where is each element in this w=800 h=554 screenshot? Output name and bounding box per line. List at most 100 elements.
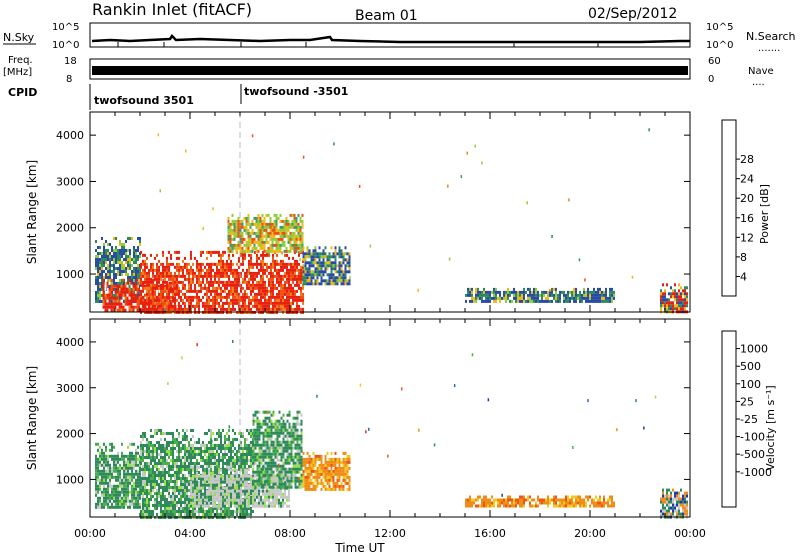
heatmap-cell: [290, 304, 292, 308]
heatmap-cell: [262, 262, 264, 266]
heatmap-cell: [573, 290, 575, 294]
heatmap-cell: [188, 447, 190, 450]
heatmap-cell: [103, 496, 105, 500]
heatmap-cell: [214, 262, 216, 266]
heatmap-cell: [172, 489, 174, 492]
heatmap-cell: [178, 477, 180, 480]
heatmap-cell: [204, 447, 206, 450]
heatmap-cell: [210, 444, 212, 447]
heatmap-cell: [178, 262, 180, 266]
heatmap-cell: [257, 216, 260, 220]
heatmap-cell: [216, 271, 218, 275]
heatmap-cell: [200, 450, 202, 453]
heatmap-cell: [220, 486, 222, 489]
heatmap-cell: [188, 441, 190, 444]
heatmap-cell: [591, 296, 593, 300]
heatmap-cell: [156, 295, 158, 299]
heatmap-cell: [297, 243, 300, 247]
heatmap-cell: [294, 259, 296, 263]
heatmap-cell: [224, 268, 226, 272]
heatmap-cell: [244, 280, 246, 284]
heatmap-cell: [109, 475, 111, 479]
heatmap-cell: [344, 270, 347, 274]
heatmap-cell: [230, 280, 232, 284]
heatmap-cell: [210, 274, 212, 278]
heatmap-cell: [676, 298, 678, 302]
heatmap-cell: [233, 225, 236, 229]
colorbar-frame: [721, 119, 737, 297]
heatmap-cell: [120, 302, 123, 306]
heatmap-cell: [180, 265, 182, 269]
heatmap-cell: [257, 240, 260, 244]
heatmap-cell: [234, 432, 236, 435]
heatmap-cell: [176, 465, 178, 468]
heatmap-cell: [210, 435, 212, 438]
heatmap-cell: [110, 284, 113, 288]
heatmap-cell: [95, 487, 97, 491]
heatmap-cell: [245, 243, 248, 247]
heatmap-cell: [168, 289, 170, 293]
heatmap-cell: [244, 504, 246, 507]
heatmap-cell: [124, 299, 127, 303]
heatmap-cell: [483, 299, 485, 303]
heatmap-cell: [115, 237, 117, 240]
heatmap-cell: [298, 271, 300, 275]
heatmap-cell: [107, 267, 109, 270]
heatmap-cell: [178, 289, 180, 293]
heatmap-cell: [188, 265, 190, 269]
freq-tick-bottom: 8: [66, 74, 72, 85]
heatmap-cell: [609, 290, 611, 294]
heatmap-cell: [238, 510, 240, 513]
heatmap-cell: [260, 289, 262, 293]
heatmap-cell: [248, 283, 250, 287]
heatmap-cell: [242, 507, 244, 510]
heatmap-cell: [244, 459, 246, 462]
heatmap-cell: [184, 453, 186, 456]
heatmap-cell: [284, 292, 286, 296]
heatmap-cell: [130, 284, 133, 288]
heatmap-cell: [252, 277, 254, 281]
heatmap-cell: [239, 219, 242, 223]
heatmap-cell: [342, 276, 345, 280]
heatmap-cell: [208, 456, 210, 459]
heatmap-cell: [666, 298, 668, 302]
heatmap-cell: [471, 293, 473, 297]
heatmap-cell: [119, 496, 121, 500]
heatmap-cell: [469, 290, 471, 294]
heatmap-cell: [166, 265, 168, 269]
heatmap-cell: [115, 484, 117, 488]
heatmap-cell: [208, 480, 210, 484]
heatmap-cell: [135, 487, 137, 491]
heatmap-cell: [212, 295, 214, 299]
heatmap-cell: [252, 262, 254, 266]
heatmap-cell: [605, 287, 607, 291]
heatmap-cell: [232, 462, 234, 465]
heatmap-cell: [222, 447, 224, 450]
heatmap-cell: [282, 286, 284, 290]
heatmap-cell: [180, 441, 182, 444]
heatmap-cell: [684, 304, 686, 308]
heatmap-cell: [204, 459, 206, 462]
heatmap-cell: [246, 268, 248, 272]
heatmap-cell: [308, 270, 311, 274]
heatmap-cell: [212, 432, 214, 435]
heatmap-cell: [245, 246, 248, 250]
heatmap-cell: [214, 480, 216, 484]
heatmap-cell: [224, 301, 226, 305]
heatmap-cell: [246, 292, 248, 296]
heatmap-cell: [154, 465, 156, 468]
heatmap-cell: [190, 483, 192, 487]
heatmap-cell: [283, 234, 286, 238]
heatmap-cell: [287, 237, 290, 241]
heatmap-cell: [99, 445, 101, 449]
heatmap-cell: [288, 295, 290, 299]
heatmap-cell: [236, 262, 238, 266]
heatmap-cell: [101, 261, 103, 264]
heatmap-cell: [117, 505, 119, 509]
heatmap-cell: [230, 262, 232, 266]
heatmap-cell: [226, 307, 228, 311]
heatmap-cell: [280, 268, 282, 272]
heatmap-cell: [135, 258, 137, 261]
heatmap-cell: [105, 240, 107, 243]
heatmap-cell: [188, 301, 190, 305]
